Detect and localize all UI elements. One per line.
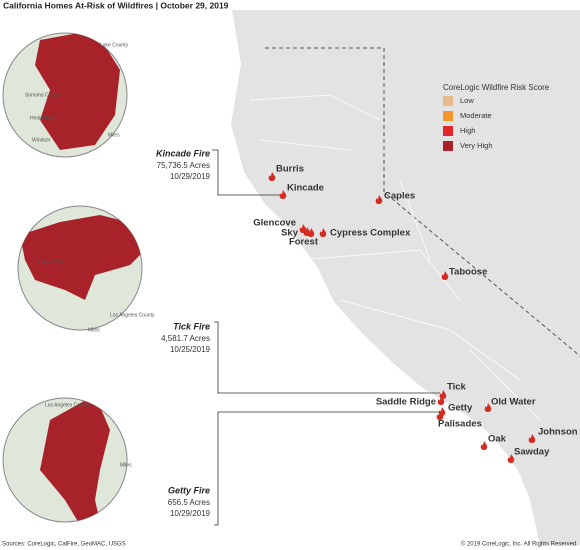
fire-icon [437, 396, 445, 405]
inset-acres: 4,581.7 Acres [161, 334, 210, 343]
inset-acres: 656.5 Acres [168, 498, 210, 507]
fire-label: Sawday [514, 447, 550, 458]
fire-label: Getty [448, 403, 473, 414]
legend-swatch [443, 96, 453, 106]
burn-area [35, 33, 120, 150]
inset-acres: 75,736.5 Acres [157, 161, 210, 170]
fire-label: Cypress Complex [330, 228, 411, 239]
fire-icon [319, 228, 327, 237]
fire-icon [279, 190, 287, 199]
inset-label: Miles [108, 132, 120, 138]
inset-date: 10/25/2019 [170, 345, 211, 354]
fire-label: Oak [488, 434, 507, 445]
fire-icon [307, 228, 315, 237]
fire-label: Forest [289, 237, 319, 248]
legend-label: Very High [460, 141, 493, 150]
fire-icon [484, 403, 492, 412]
inset-label: Sonoma County [25, 92, 61, 98]
title: California Homes At-Risk of Wildfires | … [3, 0, 229, 10]
fire-label: Taboose [449, 267, 487, 278]
inset-label: Miles [88, 327, 100, 333]
inset-label: Windsor [32, 137, 51, 143]
fire-icon [441, 271, 449, 280]
burn-area [40, 398, 110, 522]
fire-label: Palisades [438, 419, 482, 430]
legend-swatch [443, 111, 453, 121]
inset-label: Miles [120, 462, 132, 468]
fire-icon [268, 172, 276, 181]
fire-label: Caples [384, 191, 415, 202]
inset-name: Tick Fire [173, 321, 210, 331]
inset-label: Forest Park [38, 259, 64, 265]
land [231, 10, 580, 545]
fire-icon [528, 434, 536, 443]
callout-lines [212, 149, 440, 526]
inset-label: Los Angeles County [45, 402, 90, 408]
legend: CoreLogic Wildfire Risk Score Low Moderat… [443, 83, 550, 151]
fire-label: Tick [447, 382, 467, 393]
fire-label: Burris [276, 164, 304, 175]
inset-label: Los Angeles County [110, 312, 155, 318]
insets: Lake County Sonoma County Healdsburg Windso… [2, 32, 211, 523]
inset-date: 10/29/2019 [170, 172, 211, 181]
legend-title: CoreLogic Wildfire Risk Score [443, 83, 550, 92]
fire-label: Sky [281, 228, 299, 239]
burn-area [20, 215, 142, 300]
inset-name: Kincade Fire [156, 148, 210, 158]
fire-icon [436, 411, 444, 420]
fire-label: Old Water [491, 397, 536, 408]
fire-label: Glencove [253, 218, 296, 229]
legend-label: Low [460, 96, 474, 105]
inset-date: 10/29/2019 [170, 509, 211, 518]
legend-label: High [460, 126, 475, 135]
fire-label: Saddle Ridge [376, 397, 436, 408]
inset-label: Healdsburg [30, 115, 56, 121]
copyright: © 2019 CoreLogic, Inc. All Rights Reserv… [461, 541, 578, 548]
inset-label: Lake County [100, 42, 129, 48]
legend-swatch [443, 126, 453, 136]
legend-label: Moderate [460, 111, 492, 120]
fire-icon [507, 454, 515, 463]
sources: Sources: CoreLogic, CalFire, GeoMAC, USG… [2, 542, 126, 548]
fire-label: Johnson [538, 427, 578, 438]
county-lines [249, 94, 541, 421]
fire-icon [480, 441, 488, 450]
fire-icon [375, 195, 383, 204]
legend-swatch [443, 141, 453, 151]
fire-label: Kincade [287, 183, 324, 194]
inset-name: Getty Fire [168, 485, 210, 495]
state-borders [265, 47, 580, 357]
